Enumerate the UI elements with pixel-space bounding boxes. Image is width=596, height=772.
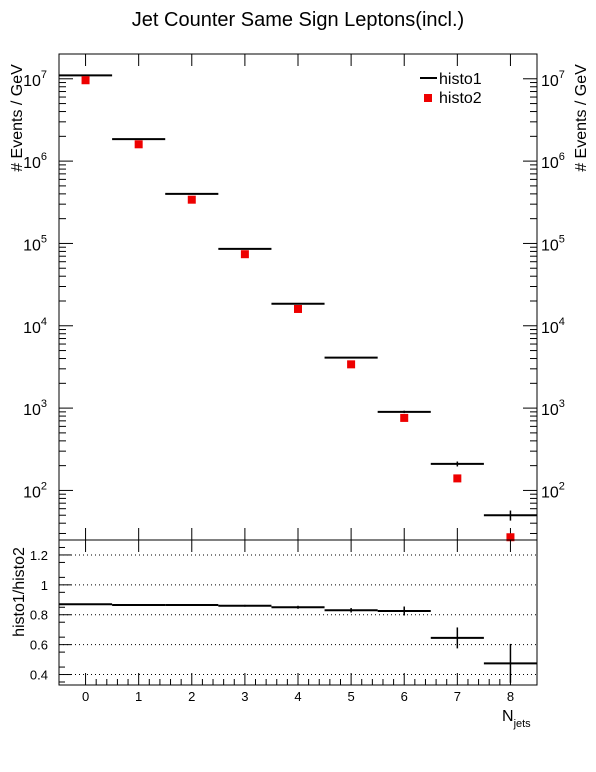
x-tick-label: 4 — [294, 689, 301, 704]
x-tick-label: 3 — [241, 689, 248, 704]
x-axis-label-sub: jets — [513, 718, 532, 730]
y-tick-label: 107 — [23, 69, 47, 90]
ratio-y-axis-label: histo1/histo2 — [11, 547, 28, 637]
legend-histo2-marker — [424, 94, 432, 102]
ratio-y-tick-label: 1 — [41, 578, 48, 593]
y-tick-label: 104 — [23, 316, 47, 337]
y-axis-label-right: # Events / GeV — [573, 64, 590, 172]
ratio-axis-ticks: 0.4 0.6 0.8 1 1.2 0 1 2 3 4 5 6 7 8 — [30, 540, 514, 704]
legend-histo2-label: histo2 — [439, 90, 482, 107]
histo2-marker — [506, 533, 515, 542]
x-tick-label: 6 — [401, 689, 408, 704]
upper-axis-ticks: 102 102 103 103 104 104 105 105 106 106 107 107 — [23, 53, 565, 540]
x-axis-label: Njets — [502, 708, 531, 730]
x-tick-label: 2 — [188, 689, 195, 704]
x-tick-label: 8 — [507, 689, 514, 704]
x-tick-label: 1 — [135, 689, 142, 704]
y-tick-label-right: 104 — [541, 316, 565, 337]
upper-panel: 102 102 103 103 104 104 105 105 106 106 107 107 # E… — [9, 53, 590, 542]
histo2-marker — [134, 140, 143, 149]
histo2-marker — [81, 76, 90, 85]
histo2-marker — [240, 250, 249, 259]
y-tick-label: 105 — [23, 233, 47, 254]
y-tick-label: 103 — [23, 398, 47, 419]
histo2-marker — [400, 413, 409, 422]
histo2-marker — [187, 195, 196, 204]
histo2-marker — [294, 304, 302, 313]
chart-title: Jet Counter Same Sign Leptons(incl.) — [132, 9, 464, 31]
x-tick-label: 5 — [347, 689, 354, 704]
legend: histo1 histo2 — [420, 71, 482, 107]
upper-data-marks — [59, 74, 537, 542]
y-tick-label-right: 102 — [541, 480, 565, 501]
y-tick-label-right: 106 — [541, 151, 565, 172]
y-axis-label: # Events / GeV — [9, 64, 26, 172]
y-tick-label: 106 — [23, 151, 47, 172]
y-tick-label-right: 107 — [541, 69, 565, 90]
legend-histo1-label: histo1 — [439, 71, 482, 88]
ratio-y-tick-label: 0.8 — [30, 608, 48, 623]
histo2-marker — [453, 474, 462, 483]
y-tick-label-right: 103 — [541, 398, 565, 419]
ratio-data-marks — [59, 603, 537, 683]
ratio-y-tick-label: 0.4 — [30, 668, 48, 683]
x-axis-label-main: N — [502, 708, 514, 725]
histo2-marker — [347, 360, 356, 369]
x-tick-label: 0 — [82, 689, 89, 704]
ratio-y-tick-label: 1.2 — [30, 548, 48, 563]
ratio-y-tick-label: 0.6 — [30, 638, 48, 653]
x-tick-label: 7 — [454, 689, 461, 704]
ratio-panel: 0.4 0.6 0.8 1 1.2 0 1 2 3 4 5 6 7 8 histo1/histo2 Nje… — [11, 539, 538, 730]
y-tick-label-right: 105 — [541, 233, 565, 254]
y-tick-label: 102 — [23, 480, 47, 501]
